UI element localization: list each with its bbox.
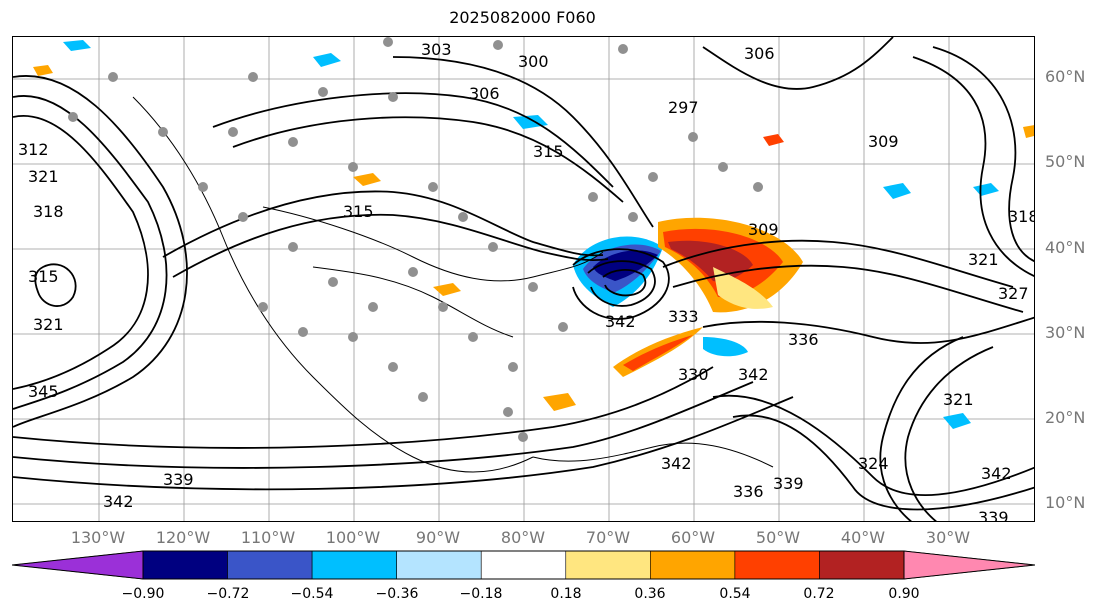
colorbar-tick: 0.72	[803, 586, 835, 602]
colorbar-tick: 0.36	[634, 586, 666, 602]
contour-label: 318	[1008, 207, 1035, 226]
station-markers	[68, 37, 763, 442]
lon-label: 70°W	[585, 528, 631, 547]
contour-label: 315	[533, 142, 564, 161]
lon-label: 100°W	[325, 528, 381, 547]
lat-label: 10°N	[1045, 493, 1086, 512]
colorbar-segment	[565, 550, 651, 580]
map-title: 2025082000 F060	[449, 8, 596, 27]
lat-label: 50°N	[1045, 152, 1086, 171]
contour-label: 321	[968, 250, 999, 269]
colorbar-tick: −0.72	[206, 586, 250, 602]
contour-label: 330	[678, 365, 709, 384]
colorbar-segment	[480, 550, 567, 580]
colorbar-tick: 0.54	[719, 586, 751, 602]
colorbar-tick: 0.90	[888, 586, 920, 602]
contour-label: 309	[868, 132, 899, 151]
map-canvas: 303 306 300 297 306 309 312 315 315 318 …	[13, 37, 1035, 522]
height-contours	[13, 37, 1034, 521]
lon-label: 30°W	[925, 528, 971, 547]
contour-label: 324	[858, 454, 889, 473]
lon-label: 90°W	[415, 528, 461, 547]
contour-label: 345	[28, 382, 59, 401]
contour-label: 339	[978, 508, 1009, 522]
colorbar-segment	[311, 550, 397, 580]
lat-label: 40°N	[1045, 238, 1086, 257]
contour-label: 333	[668, 307, 699, 326]
colorbar-tick: 0.18	[550, 586, 582, 602]
contour-label: 342	[103, 492, 134, 511]
lon-label: 50°W	[755, 528, 801, 547]
lon-label: 120°W	[155, 528, 211, 547]
contour-label: 321	[943, 390, 974, 409]
contour-label: 312	[18, 140, 49, 159]
lat-label: 60°N	[1045, 67, 1086, 86]
colorbar-tick: −0.54	[290, 586, 334, 602]
contour-label: 339	[773, 474, 804, 493]
contour-label: 300	[518, 52, 549, 71]
colorbar-segment	[12, 550, 144, 580]
contour-label: 309	[748, 220, 779, 239]
contour-label: 342	[661, 454, 692, 473]
lat-label: 30°N	[1045, 323, 1086, 342]
contour-label: 339	[163, 470, 194, 489]
colorbar-segment	[227, 550, 313, 580]
lon-label: 60°W	[670, 528, 716, 547]
colorbar-tick: −0.18	[459, 586, 503, 602]
contour-label: 297	[668, 98, 699, 117]
contour-label: 321	[28, 167, 59, 186]
contour-label: 342	[605, 312, 636, 331]
lon-label: 40°W	[840, 528, 886, 547]
lon-label: 80°W	[500, 528, 546, 547]
contour-label: 315	[343, 202, 374, 221]
colorbar-tick: −0.36	[375, 586, 419, 602]
contour-label: 327	[998, 284, 1029, 303]
colorbar-segment	[903, 550, 1035, 580]
contour-label: 321	[33, 315, 64, 334]
lon-label: 130°W	[70, 528, 126, 547]
colorbar	[12, 550, 1035, 580]
contour-label: 303	[421, 40, 452, 59]
shaded-fields	[33, 40, 1034, 429]
contour-label: 306	[469, 84, 500, 103]
contour-label: 342	[981, 464, 1012, 483]
contour-labels: 303 306 300 297 306 309 312 315 315 318 …	[18, 40, 1035, 522]
contour-label: 315	[28, 267, 59, 286]
contour-label: 336	[733, 482, 764, 501]
colorbar-segment	[396, 550, 482, 580]
colorbar-segment	[819, 550, 905, 580]
colorbar-segment	[650, 550, 736, 580]
colorbar-segment	[142, 550, 228, 580]
colorbar-tick: −0.90	[121, 586, 165, 602]
map-panel: 303 306 300 297 306 309 312 315 315 318 …	[12, 36, 1035, 522]
contour-label: 306	[744, 44, 775, 63]
contour-label: 318	[33, 202, 64, 221]
contour-label: 342	[738, 365, 769, 384]
colorbar-segment	[734, 550, 820, 580]
lon-label: 110°W	[240, 528, 296, 547]
contour-label: 336	[788, 330, 819, 349]
lat-label: 20°N	[1045, 408, 1086, 427]
